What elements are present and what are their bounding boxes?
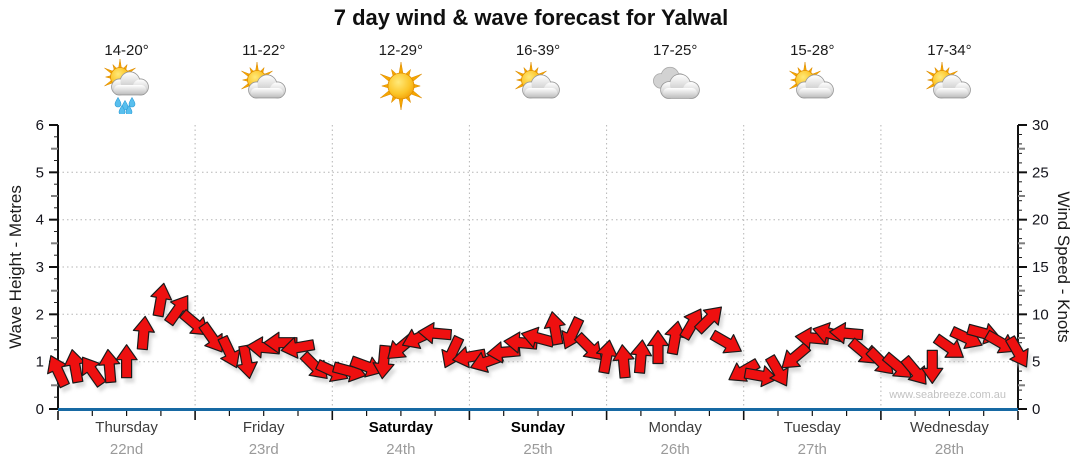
day-name: Tuesday — [783, 419, 841, 436]
day-temp-range: 16-39° — [515, 42, 561, 59]
day-date: 26th — [660, 441, 690, 458]
sun-cloud-icon — [921, 58, 977, 114]
day-date: 28th — [934, 441, 965, 458]
day-name: Sunday — [510, 419, 566, 436]
cloudy-icon — [647, 58, 703, 114]
svg-text:0: 0 — [1032, 401, 1040, 418]
day-name: Wednesday — [909, 419, 989, 436]
sunny-icon — [373, 58, 429, 114]
page-title: 7 day wind & wave forecast for Yalwal — [333, 5, 729, 30]
sun-cloud-icon — [510, 58, 566, 114]
day-name: Monday — [648, 419, 702, 436]
sun-cloud-icon — [784, 58, 840, 114]
day-temp-range: 12-29° — [378, 42, 424, 59]
svg-text:3: 3 — [36, 259, 44, 276]
day-temp-range: 15-28° — [790, 42, 835, 59]
day-temp-range: 17-34° — [927, 42, 972, 59]
svg-text:25: 25 — [1032, 164, 1049, 181]
svg-text:5: 5 — [1032, 354, 1040, 371]
svg-text:15: 15 — [1032, 259, 1049, 276]
sun-cloud-icon — [236, 58, 292, 114]
day-name: Saturday — [368, 419, 433, 436]
wind-barbs — [47, 282, 1029, 389]
day-temp-range: 11-22° — [242, 42, 286, 59]
svg-text:2: 2 — [36, 306, 44, 323]
day-temp-range: 17-25° — [652, 42, 698, 59]
watermark: www.seabreeze.com.au — [889, 389, 1006, 401]
svg-text:6: 6 — [36, 117, 44, 134]
svg-text:20: 20 — [1032, 212, 1049, 229]
day-date: 22nd — [109, 441, 144, 458]
day-name: Thursday — [95, 419, 158, 436]
svg-text:4: 4 — [36, 212, 44, 229]
svg-text:0: 0 — [36, 401, 44, 418]
sun-cloud-rain-icon — [99, 58, 155, 114]
day-date: 25th — [523, 441, 553, 458]
svg-text:30: 30 — [1032, 117, 1049, 134]
svg-text:5: 5 — [36, 164, 44, 181]
day-name: Friday — [242, 419, 285, 436]
day-temp-range: 14-20° — [104, 42, 149, 59]
svg-text:10: 10 — [1032, 306, 1049, 323]
day-date: 24th — [386, 441, 416, 458]
day-date: 27th — [797, 441, 827, 458]
day-date: 23rd — [248, 441, 279, 458]
svg-text:1: 1 — [36, 354, 44, 371]
